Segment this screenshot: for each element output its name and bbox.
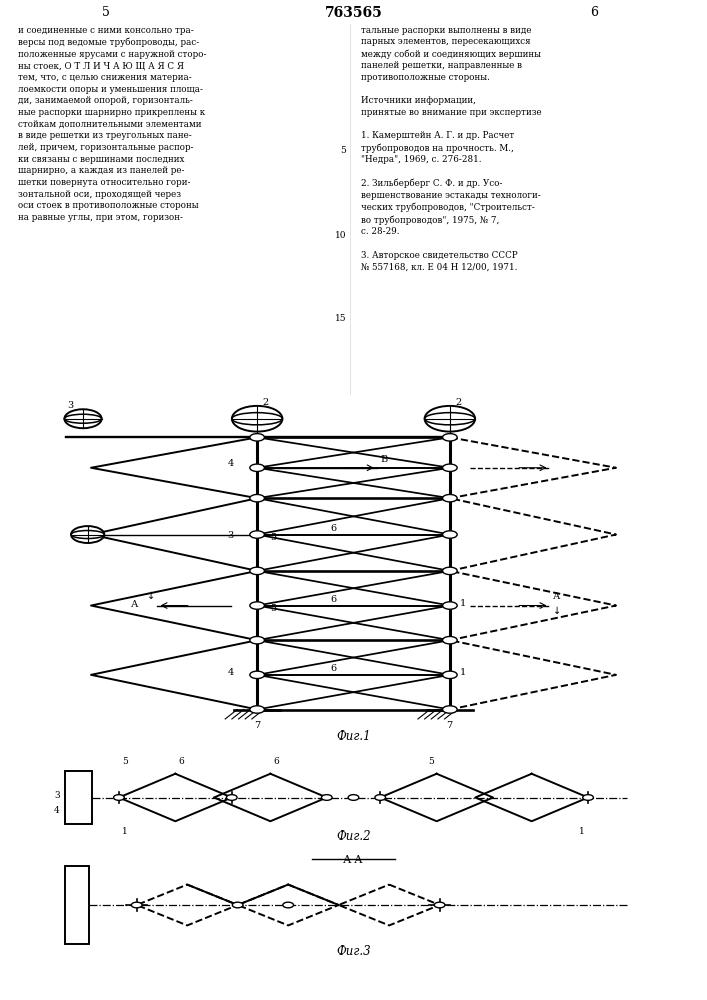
Circle shape	[250, 531, 264, 538]
Text: 6: 6	[330, 664, 337, 673]
Circle shape	[250, 671, 264, 679]
Text: 7: 7	[447, 721, 452, 730]
Text: 5: 5	[270, 533, 276, 542]
Text: В: В	[380, 455, 387, 464]
Circle shape	[443, 531, 457, 538]
Circle shape	[250, 464, 264, 471]
Circle shape	[443, 567, 457, 575]
Circle shape	[443, 706, 457, 713]
Circle shape	[132, 902, 142, 908]
Circle shape	[322, 795, 332, 800]
Circle shape	[250, 434, 264, 441]
Circle shape	[233, 902, 243, 908]
Circle shape	[250, 706, 264, 713]
Circle shape	[283, 902, 293, 908]
Text: Фиг.2: Фиг.2	[337, 830, 370, 843]
Text: 1: 1	[460, 668, 466, 677]
Text: 6: 6	[274, 757, 279, 766]
Text: 763565: 763565	[325, 6, 382, 20]
Circle shape	[583, 795, 593, 800]
Text: 2: 2	[455, 398, 462, 407]
Text: ↓: ↓	[553, 606, 561, 616]
Circle shape	[443, 494, 457, 502]
Text: 1: 1	[579, 827, 585, 836]
Circle shape	[443, 434, 457, 441]
Text: А: А	[131, 600, 139, 609]
Text: 3: 3	[228, 531, 234, 540]
Circle shape	[443, 671, 457, 679]
Circle shape	[71, 526, 105, 543]
Bar	[66, 866, 89, 944]
Text: 5: 5	[102, 6, 110, 19]
Text: 6: 6	[590, 6, 598, 19]
Circle shape	[375, 795, 385, 800]
Text: А-А: А-А	[344, 855, 363, 865]
Text: 4: 4	[54, 806, 59, 815]
Text: Фиг.1: Фиг.1	[337, 730, 370, 743]
Text: 3: 3	[68, 401, 74, 410]
Text: 5: 5	[270, 604, 276, 613]
Circle shape	[114, 795, 124, 800]
Circle shape	[434, 902, 445, 908]
Text: 6: 6	[330, 524, 337, 533]
Text: 6: 6	[330, 595, 337, 604]
Circle shape	[232, 406, 282, 432]
Circle shape	[64, 409, 102, 428]
Text: 7: 7	[254, 721, 260, 730]
Bar	[66, 771, 92, 824]
Text: тальные распорки выполнены в виде
парных элементов, пересекающихся
между собой и: тальные распорки выполнены в виде парных…	[361, 26, 541, 271]
Text: 4: 4	[228, 668, 234, 677]
Text: 2: 2	[262, 398, 269, 407]
Circle shape	[443, 602, 457, 609]
Text: ↓: ↓	[148, 591, 156, 601]
Text: 10: 10	[335, 231, 346, 240]
Text: Фиг.3: Фиг.3	[337, 945, 370, 958]
Text: 3: 3	[54, 791, 59, 800]
Text: 5: 5	[428, 757, 433, 766]
Circle shape	[250, 567, 264, 575]
Text: 1: 1	[122, 827, 128, 836]
Circle shape	[443, 464, 457, 471]
Text: 15: 15	[335, 314, 346, 323]
Circle shape	[250, 494, 264, 502]
Text: 4: 4	[228, 459, 234, 468]
Circle shape	[226, 795, 237, 800]
Text: А: А	[553, 592, 560, 601]
Text: и соединенные с ними консольно тра-
версы под ведомые трубопроводы, рас-
положен: и соединенные с ними консольно тра- верс…	[18, 26, 206, 222]
Circle shape	[425, 406, 475, 432]
Circle shape	[250, 602, 264, 609]
Text: 5: 5	[122, 757, 128, 766]
Text: 6: 6	[178, 757, 184, 766]
Text: 5: 5	[341, 146, 346, 155]
Text: 1: 1	[460, 599, 466, 608]
Circle shape	[250, 636, 264, 644]
Circle shape	[348, 795, 359, 800]
Circle shape	[443, 636, 457, 644]
